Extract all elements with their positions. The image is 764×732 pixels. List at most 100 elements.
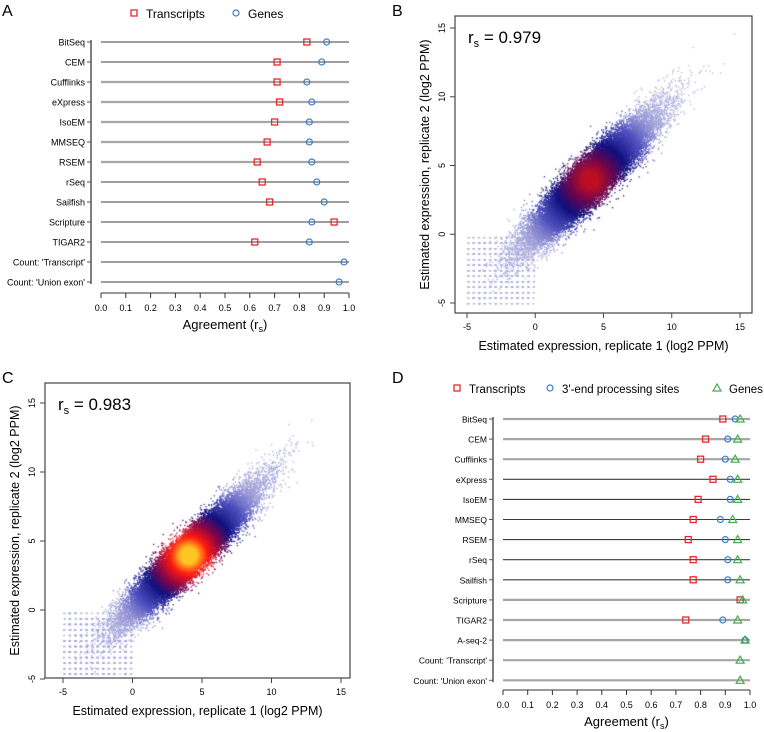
- x-tick-label: 0.5: [620, 700, 633, 710]
- data-point: [735, 574, 746, 584]
- category-label: TIGAR2: [456, 616, 487, 626]
- panel-label: D: [392, 370, 404, 387]
- data-point: [308, 218, 316, 226]
- x-tick-label: 5: [199, 687, 204, 697]
- data-point: [313, 178, 321, 186]
- x-tick-label: 0.2: [546, 700, 559, 710]
- category-label: MMSEQ: [455, 515, 488, 525]
- category-label: rSeq: [66, 178, 85, 188]
- panel-a: A Transcripts Genes BitSeq CEM Cufflinks eXpre…: [2, 3, 355, 334]
- x-axis-label: Estimated expression, replicate 1 (log2 …: [72, 704, 322, 718]
- y-tick-label: 0: [437, 232, 447, 237]
- x-tick-label: 1.0: [343, 303, 356, 313]
- category-label: Sailfish: [460, 575, 488, 585]
- category-label: Cufflinks: [455, 455, 487, 465]
- category-label: Count: 'Union exon': [7, 278, 85, 288]
- data-point: [318, 58, 326, 66]
- panel-label: B: [392, 3, 403, 20]
- category-label: Count: 'Transcript': [419, 656, 487, 666]
- legend-label: Transcripts: [146, 7, 205, 21]
- y-tick-label: -5: [437, 299, 447, 307]
- x-tick-label: 5: [601, 322, 606, 332]
- data-point: [251, 238, 259, 246]
- data-point: [270, 118, 279, 126]
- panel-label: C: [2, 370, 14, 387]
- x-tick-label: 0.6: [645, 700, 658, 710]
- x-tick-label: 0.4: [596, 700, 609, 710]
- x-tick-label: 0: [533, 322, 538, 332]
- x-tick-label: 0.8: [293, 303, 306, 313]
- data-point: [732, 614, 743, 624]
- x-axis-label: Agreement (rs): [584, 714, 669, 731]
- panel-d: D Transcripts 3'-end processing sites Genes…: [392, 370, 763, 731]
- data-point: [340, 258, 348, 266]
- x-tick-label: -5: [463, 322, 471, 332]
- data-point: [696, 455, 705, 463]
- x-tick-label: 0.7: [268, 303, 281, 313]
- data-point: [689, 515, 697, 524]
- x-tick-label: 0.8: [694, 700, 707, 710]
- x-axis-label: Estimated expression, replicate 1 (log2 …: [478, 339, 728, 353]
- x-tick-label: 0: [130, 687, 135, 697]
- data-point: [724, 576, 732, 584]
- data-point: [275, 98, 284, 106]
- y-tick-label: 10: [27, 467, 37, 477]
- data-point: [273, 78, 281, 86]
- category-label: eXpress: [456, 475, 487, 485]
- category-label: IsoEM: [59, 118, 85, 128]
- x-tick-label: 0.2: [144, 303, 157, 313]
- data-point: [735, 675, 746, 684]
- x-tick-label: 15: [336, 687, 346, 697]
- legend-label: Genes: [248, 7, 283, 21]
- data-point: [732, 474, 743, 483]
- y-tick-label: 15: [27, 398, 37, 408]
- category-label: Cufflinks: [51, 78, 86, 88]
- data-point: [323, 38, 331, 46]
- x-tick-label: -5: [59, 687, 67, 697]
- x-tick-label: 0.0: [95, 303, 108, 313]
- x-tick-label: 0.4: [194, 303, 207, 313]
- legend-label: 3'-end processing sites: [562, 384, 680, 396]
- x-tick-label: 0.0: [497, 700, 510, 710]
- data-point: [730, 453, 741, 463]
- data-point: [737, 594, 748, 604]
- category-label: eXpress: [52, 98, 86, 108]
- data-point: [263, 138, 271, 146]
- data-point: [732, 433, 743, 443]
- data-point: [308, 98, 316, 106]
- y-axis-label: Estimated expression, replicate 2 (log2 …: [418, 39, 432, 289]
- data-point: [320, 198, 328, 206]
- x-tick-label: 0.3: [571, 700, 584, 710]
- y-tick-label: -5: [27, 675, 37, 683]
- data-point: [709, 475, 717, 483]
- x-tick-label: 0.5: [219, 303, 232, 313]
- category-label: RSEM: [59, 158, 85, 168]
- data-point: [740, 634, 751, 644]
- plot-frame: [44, 382, 351, 679]
- category-label: A-seq-2: [457, 636, 487, 646]
- category-label: BitSeq: [58, 38, 85, 48]
- x-tick-label: 10: [667, 322, 677, 332]
- legend-marker-circle-icon: [232, 9, 240, 17]
- legend-marker-circle-icon: [546, 384, 554, 392]
- data-point: [721, 455, 729, 463]
- legend-item: Transcripts: [130, 7, 205, 21]
- legend-marker-square-icon: [130, 9, 138, 17]
- data-point: [303, 78, 311, 86]
- category-label: Sailfish: [56, 198, 85, 208]
- data-point: [732, 534, 743, 544]
- data-point: [732, 554, 743, 564]
- legend-item: 3'-end processing sites: [546, 384, 680, 396]
- data-point: [330, 218, 338, 226]
- x-tick-label: 0.1: [120, 303, 133, 313]
- category-label: TIGAR2: [52, 238, 85, 248]
- panel-label: A: [2, 3, 13, 20]
- y-tick-label: 10: [437, 92, 447, 102]
- data-point: [716, 515, 724, 524]
- data-point: [724, 435, 732, 443]
- category-label: CEM: [468, 435, 487, 445]
- category-label: Count: 'Transcript': [13, 258, 85, 268]
- category-label: BitSeq: [462, 415, 487, 425]
